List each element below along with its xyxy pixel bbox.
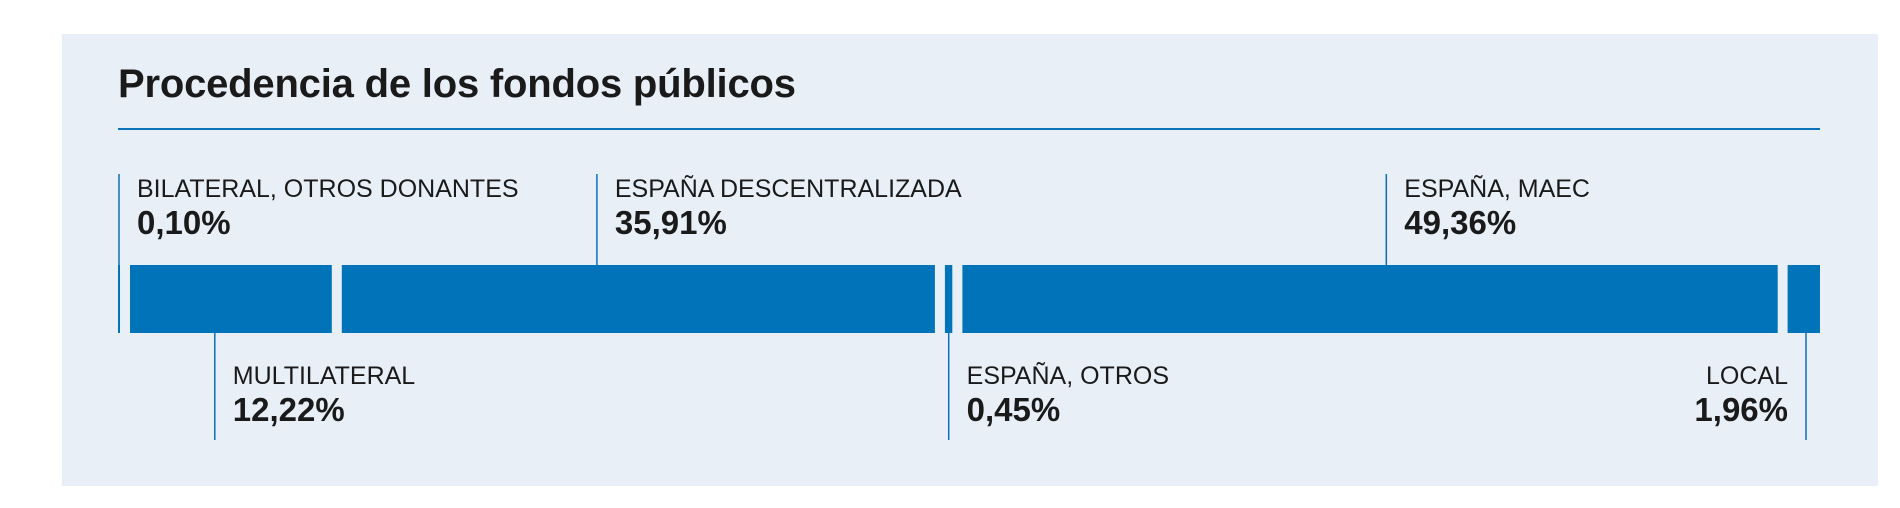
segment-label-espana-descentralizada: ESPAÑA DESCENTRALIZADA 35,91% [615,174,962,242]
segment-value: 0,45% [966,391,1061,428]
segment-value: 49,36% [1404,204,1517,241]
segment-name: MULTILATERAL [232,362,416,390]
segment-value: 12,22% [232,391,345,428]
chart-title: Procedencia de los fondos públicos [118,62,796,106]
bar-segment-1 [130,265,332,333]
bar-segment-2 [341,265,935,333]
segment-label-multilateral: MULTILATERAL 12,22% [233,361,415,429]
segment-name: ESPAÑA DESCENTRALIZADA [614,175,962,203]
segment-label-espana-otros: ESPAÑA, OTROS 0,45% [967,361,1169,429]
segment-name: LOCAL [1706,362,1788,390]
chart-panel [62,34,1878,486]
segment-value: 0,10% [136,204,231,241]
title-divider [118,128,1820,130]
bar-segment-4 [962,265,1778,333]
segment-value: 35,91% [614,204,727,241]
segment-name: ESPAÑA, MAEC [1404,175,1590,203]
segment-value: 1,96% [1694,391,1788,428]
segment-label-local: LOCAL 1,96% [1694,361,1788,429]
segment-label-bilateral: BILATERAL, OTROS DONANTES 0,10% [137,174,519,242]
bar-segment-0 [118,265,120,333]
segment-label-espana-maec: ESPAÑA, MAEC 49,36% [1404,174,1590,242]
bar-segment-3 [944,265,953,333]
segment-name: BILATERAL, OTROS DONANTES [136,175,519,203]
bar-segment-5 [1787,265,1820,333]
segment-name: ESPAÑA, OTROS [966,362,1169,390]
